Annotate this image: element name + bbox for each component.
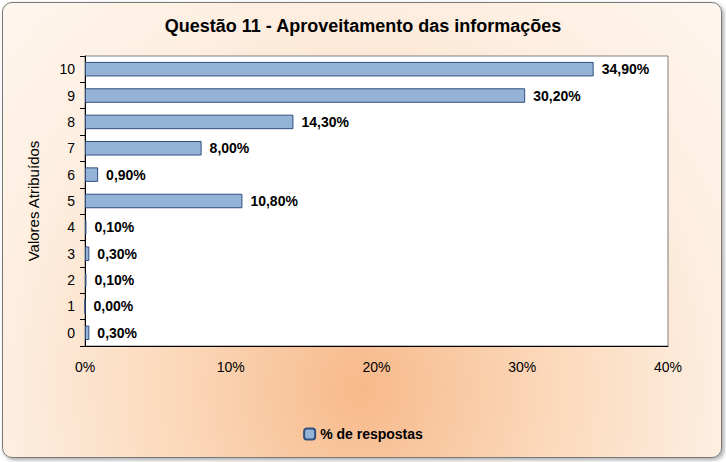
svg-text:0: 0 [67,325,75,341]
svg-text:8: 8 [67,114,75,130]
svg-text:0,10%: 0,10% [94,219,134,235]
svg-text:34,90%: 34,90% [602,61,650,77]
svg-text:30%: 30% [508,359,536,375]
svg-text:9: 9 [67,88,75,104]
svg-text:14,30%: 14,30% [301,114,349,130]
svg-text:7: 7 [67,140,75,156]
svg-text:2: 2 [67,272,75,288]
svg-text:0,10%: 0,10% [94,272,134,288]
svg-text:Valores Atribuídos: Valores Atribuídos [25,141,42,262]
svg-text:10%: 10% [217,359,245,375]
svg-text:10,80%: 10,80% [250,193,298,209]
svg-text:0,00%: 0,00% [94,298,134,314]
svg-text:0%: 0% [75,359,95,375]
svg-text:0,90%: 0,90% [106,167,146,183]
svg-text:0,30%: 0,30% [97,246,137,262]
svg-text:5: 5 [67,193,75,209]
svg-text:40%: 40% [654,359,682,375]
svg-text:20%: 20% [362,359,390,375]
svg-text:Questão 11 - Aproveitamento da: Questão 11 - Aproveitamento das informaç… [165,16,561,36]
svg-text:% de respostas: % de respostas [320,426,423,442]
svg-text:6: 6 [67,167,75,183]
svg-text:3: 3 [67,246,75,262]
svg-text:0,30%: 0,30% [97,325,137,341]
svg-text:30,20%: 30,20% [533,88,581,104]
svg-text:8,00%: 8,00% [210,140,250,156]
svg-text:1: 1 [67,298,75,314]
svg-text:10: 10 [59,61,75,77]
svg-text:4: 4 [67,219,75,235]
